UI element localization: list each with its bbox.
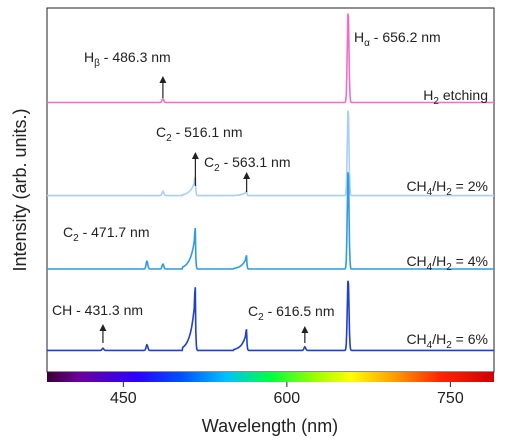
annotation-arrowhead-516-1: [191, 152, 199, 159]
series-layer: [47, 13, 494, 352]
y-axis-title: Intensity (arb. units.): [10, 108, 30, 271]
annotation-431-3-nm: CH - 431.3 nm: [52, 302, 143, 318]
annotation-563-1-nm: C2 - 563.1 nm: [204, 154, 291, 174]
series-label-ch4-h2-4: CH4/H2 = 4%: [406, 253, 488, 273]
series-label-ch4-h2-6: CH4/H2 = 6%: [406, 331, 488, 351]
series-label-layer: H2 etching CH4/H2 = 2% CH4/H2 = 4% CH4/H2 =…: [406, 87, 488, 351]
x-tick-layer: 450 600 750: [110, 382, 464, 407]
x-tick-label-750: 750: [437, 390, 464, 407]
x-tick-label-450: 450: [110, 390, 137, 407]
annotation-516-1-nm: C2 - 516.1 nm: [156, 124, 243, 144]
annotation-arrowhead-486-3: [159, 76, 167, 83]
annotation-layer: Hα - 656.2 nm Hβ - 486.3 nm C2 - 516.1 nm C…: [52, 29, 441, 343]
annotation-arrowhead-563-1: [243, 172, 251, 179]
x-tick-label-600: 600: [274, 390, 301, 407]
spectrum-color-bar: [47, 372, 494, 382]
series-label-h2-etching: H2 etching: [423, 87, 488, 107]
series-line-ch4-h2-4: [47, 172, 494, 270]
annotation-656-2-nm: Hα - 656.2 nm: [354, 29, 441, 49]
series-line-ch4-h2-6: [47, 280, 494, 352]
series-label-ch4-h2-2: CH4/H2 = 2%: [406, 178, 488, 198]
annotation-616-5-nm: C2 - 616.5 nm: [248, 303, 335, 323]
x-axis-title: Wavelength (nm): [202, 416, 338, 436]
series-line-h2-etching: [47, 13, 494, 104]
annotation-arrowhead-431-3: [99, 324, 107, 331]
series-line-ch4-h2-2: [47, 110, 494, 197]
annotation-471-7-nm: C2 - 471.7 nm: [63, 224, 150, 244]
annotation-arrowhead-616-5: [301, 326, 309, 333]
annotation-486-3-nm: Hβ - 486.3 nm: [84, 49, 171, 69]
